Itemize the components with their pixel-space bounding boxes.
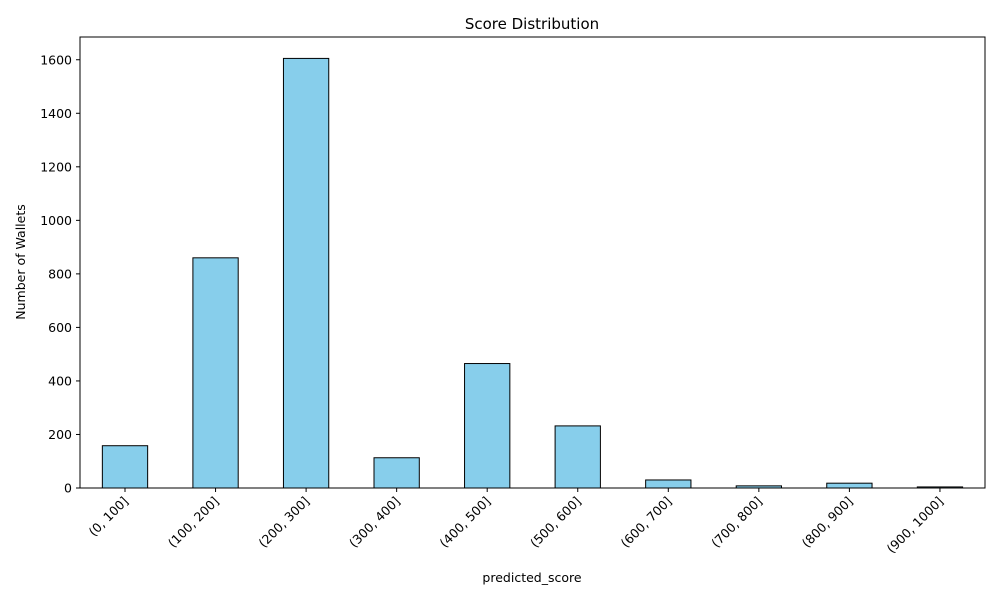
bar-2 — [282, 57, 330, 489]
x-tick-label-4: (400, 500] — [436, 494, 493, 551]
y-axis: 0 200 400 600 800 1000 1200 1400 1600 — [40, 52, 80, 496]
bars-layer — [101, 57, 964, 489]
x-axis-label: predicted_score — [482, 570, 581, 585]
y-tick-label-1: 200 — [48, 427, 72, 442]
bar-4 — [464, 363, 511, 489]
x-axis: (0, 100] (100, 200] (200, 300] (300, 400] (4… — [86, 488, 946, 556]
y-tick-label-0: 0 — [64, 481, 72, 496]
chart-title: Score Distribution — [465, 15, 599, 33]
bar-5 — [554, 425, 601, 489]
x-tick-label-2: (200, 300] — [255, 494, 312, 551]
x-tick-label-8: (800, 900] — [799, 494, 856, 551]
y-axis-label: Number of Wallets — [13, 204, 28, 319]
y-tick-label-8: 1600 — [40, 52, 72, 67]
y-tick-label-5: 1000 — [40, 213, 72, 228]
plot-frame — [79, 36, 986, 489]
x-tick-label-0: (0, 100] — [86, 494, 132, 540]
x-tick-label-7: (700, 800] — [708, 494, 765, 551]
bar-1 — [192, 257, 239, 489]
bar-3 — [373, 457, 420, 489]
x-tick-label-9: (900, 1000] — [884, 494, 946, 556]
bar-0 — [101, 445, 149, 489]
bar-8 — [826, 482, 873, 489]
y-tick-label-7: 1400 — [40, 106, 72, 121]
y-tick-label-2: 400 — [48, 373, 72, 388]
x-tick-label-3: (300, 400] — [346, 494, 403, 551]
y-tick-label-3: 600 — [48, 320, 72, 335]
y-tick-label-4: 800 — [48, 266, 72, 281]
y-tick-label-6: 1200 — [40, 159, 72, 174]
x-tick-label-6: (600, 700] — [618, 494, 675, 551]
bar-6 — [645, 479, 692, 489]
x-tick-label-1: (100, 200] — [165, 494, 222, 551]
x-tick-label-5: (500, 600] — [527, 494, 584, 551]
